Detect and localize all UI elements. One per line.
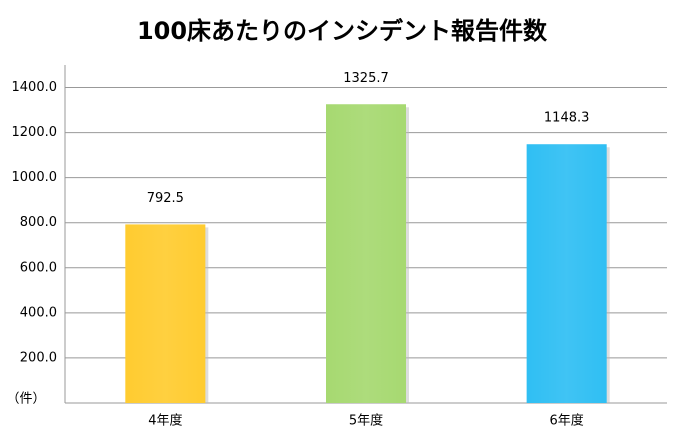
y-tick-label: 600.0 [20,260,57,275]
value-label: 1148.3 [544,111,590,126]
value-label: 1325.7 [343,71,389,86]
y-tick-label: 200.0 [20,350,57,365]
chart-title: 100床あたりのインシデント報告件数 [137,17,548,45]
y-tick-label: 1400.0 [12,80,58,95]
x-tick-label: 6年度 [550,413,584,429]
bar-shine [125,224,206,403]
bar-shine [326,104,406,403]
y-tick-label: 1000.0 [12,170,58,185]
y-tick-label: 400.0 [20,305,57,320]
y-tick-label: 1200.0 [12,125,58,140]
value-label: 792.5 [147,191,184,206]
bar-shine [526,144,607,403]
x-tick-label: 5年度 [349,413,383,429]
x-tick-label: 4年度 [148,413,182,429]
y-tick-label: 800.0 [20,215,57,230]
y-axis-label: （件） [6,392,45,407]
